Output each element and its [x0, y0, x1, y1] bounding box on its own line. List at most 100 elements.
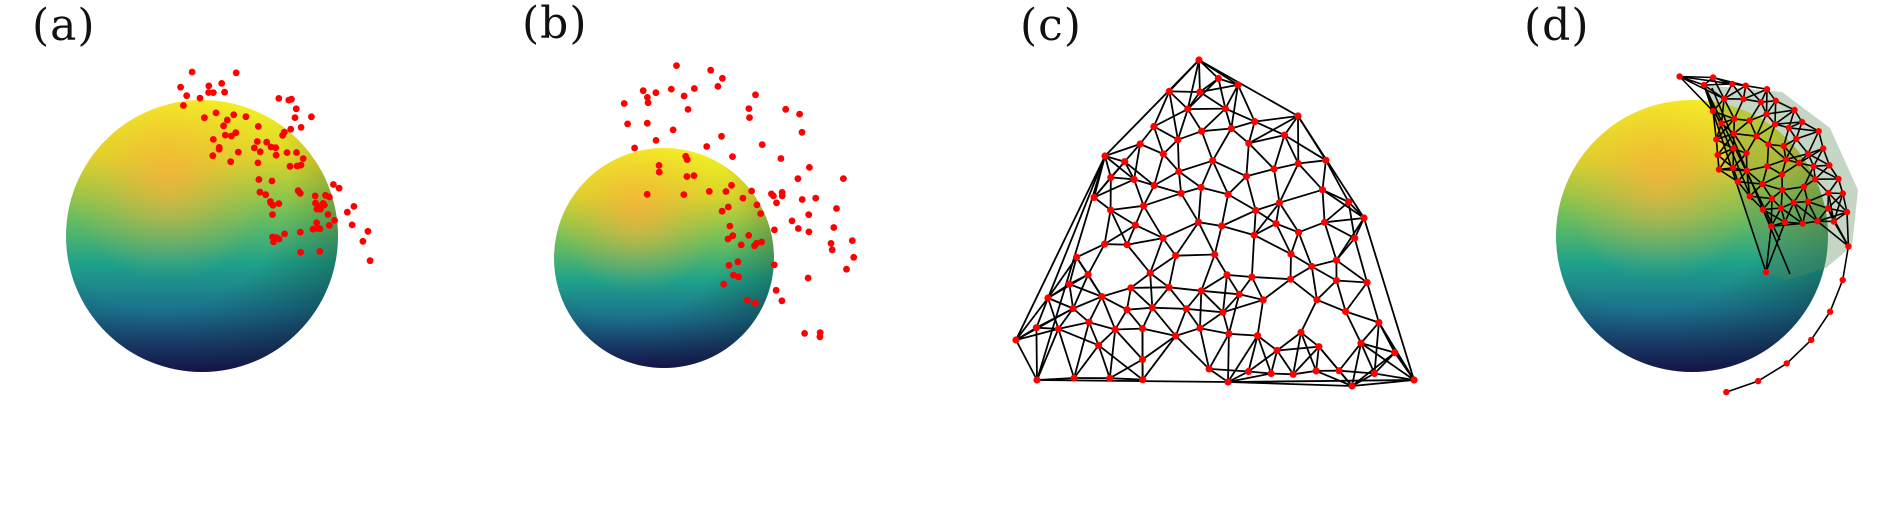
mesh-c-edge — [1270, 350, 1278, 374]
mesh-c-edge — [1289, 254, 1292, 280]
mesh-c-edge — [1142, 327, 1176, 337]
scatter-a-point — [297, 248, 304, 256]
mesh-c-edge — [1311, 259, 1337, 268]
mesh-d-node — [1762, 268, 1770, 276]
mesh-d-edge — [1712, 77, 1725, 100]
scatter-a-point — [313, 219, 320, 227]
mesh-c-node — [1198, 127, 1206, 135]
mesh-c-node — [1363, 278, 1371, 287]
mesh-c-node — [1065, 280, 1073, 288]
mesh-c-node — [1106, 374, 1114, 382]
mesh-c-node — [1375, 318, 1383, 327]
mesh-c-node — [1245, 139, 1253, 147]
mesh-c-edge — [1351, 342, 1362, 387]
mesh-c-edge — [1251, 276, 1291, 281]
panel-label-d: (d) — [1524, 0, 1590, 51]
mesh-d-edge — [1723, 85, 1747, 100]
scatter-b-point — [746, 114, 753, 121]
mesh-d-node — [1810, 163, 1817, 170]
mesh-c-edge — [1175, 253, 1215, 257]
mesh-d-edge — [1720, 98, 1725, 124]
mesh-d-edge — [1841, 246, 1850, 281]
scatter-a-point — [275, 95, 283, 102]
scatter-b-point — [683, 156, 691, 164]
scatter-b-point — [726, 222, 734, 230]
mesh-c-edge — [1104, 143, 1141, 157]
mesh-c-edge — [1209, 368, 1249, 373]
scatter-b-point — [718, 132, 725, 140]
mesh-d-edge — [1807, 192, 1829, 203]
mesh-c-node — [1321, 218, 1329, 226]
mesh-d-node — [1778, 171, 1786, 178]
mesh-c-edge — [1133, 179, 1145, 207]
mesh-c-edge — [1245, 143, 1250, 177]
scatter-a-point — [324, 211, 332, 218]
mesh-d-node — [1743, 150, 1750, 157]
mesh-d-edge — [1703, 83, 1733, 86]
scatter-a-point — [316, 248, 324, 255]
scatter-b-point — [796, 110, 803, 118]
mesh-c-node — [1225, 330, 1233, 338]
mesh-d-edge — [1765, 226, 1773, 273]
scatter-a-point — [281, 230, 288, 238]
mesh-d-edge — [1807, 200, 1829, 210]
mesh-c-node — [1223, 271, 1231, 279]
mesh-c-edge — [1130, 287, 1153, 309]
mesh-c-node — [1095, 341, 1103, 349]
mesh-c-edge — [1141, 335, 1177, 361]
mesh-d-edge — [1813, 165, 1839, 180]
panel-label-c: (c) — [1020, 0, 1082, 51]
mesh-d-node — [1782, 156, 1790, 163]
mesh-c-edge — [1114, 309, 1128, 330]
mesh-c-node — [1254, 332, 1262, 340]
mesh-c-edge — [1135, 224, 1164, 239]
mesh-c-edge — [1087, 243, 1106, 276]
mesh-d-edge — [1755, 123, 1776, 137]
mesh-c-edge — [1255, 209, 1277, 225]
mesh-c-node — [1312, 367, 1320, 375]
mesh-d-edge — [1703, 84, 1781, 241]
mesh-c-edge — [1251, 235, 1256, 278]
scatter-a-point — [221, 131, 229, 139]
mesh-c-edge — [1271, 372, 1294, 376]
scatter-b-point — [683, 173, 691, 180]
mesh-c-edge — [1247, 349, 1278, 373]
scatter-b-point — [639, 87, 647, 95]
mesh-c-edge — [1228, 294, 1241, 335]
mesh-c-node — [1209, 157, 1217, 165]
mesh-c-edge — [1251, 276, 1264, 301]
scatter-a-point — [254, 159, 262, 167]
mesh-d-edge — [1755, 113, 1768, 137]
mesh-c-edge — [1124, 143, 1141, 163]
mesh-c-edge — [1186, 59, 1200, 110]
mesh-c-node — [1159, 150, 1167, 158]
mesh-d-edge — [1767, 143, 1787, 161]
scatter-b-point — [751, 299, 759, 307]
scatter-a-point — [331, 217, 338, 224]
mesh-c-edge — [1178, 159, 1213, 173]
mesh-c-node — [1227, 124, 1235, 133]
mesh-c-edge — [1310, 266, 1318, 300]
mesh-c-node — [1313, 296, 1321, 304]
mesh-c-edge — [1230, 84, 1239, 129]
mesh-c-node — [1098, 293, 1106, 301]
panel-a — [66, 68, 374, 372]
scatter-b-point — [724, 203, 732, 211]
scatter-b-point — [743, 296, 751, 304]
mesh-c-edge — [1321, 160, 1327, 190]
mesh-c-edge — [1221, 225, 1255, 236]
mesh-c-node — [1251, 118, 1259, 126]
mesh-c-node — [1138, 355, 1147, 364]
mesh-c-edge — [1300, 299, 1318, 333]
mesh-c-node — [1294, 112, 1302, 120]
mesh-c-edge — [1104, 224, 1136, 245]
mesh-d-node — [1768, 195, 1776, 202]
scatter-a-point — [335, 184, 343, 192]
scatter-a-point — [287, 125, 295, 133]
mesh-c-edge — [1247, 121, 1256, 144]
mesh-c-edge — [1199, 327, 1230, 335]
mesh-c-edge — [1141, 307, 1154, 329]
mesh-d-node — [1804, 150, 1812, 157]
mesh-d-edge — [1798, 162, 1816, 180]
